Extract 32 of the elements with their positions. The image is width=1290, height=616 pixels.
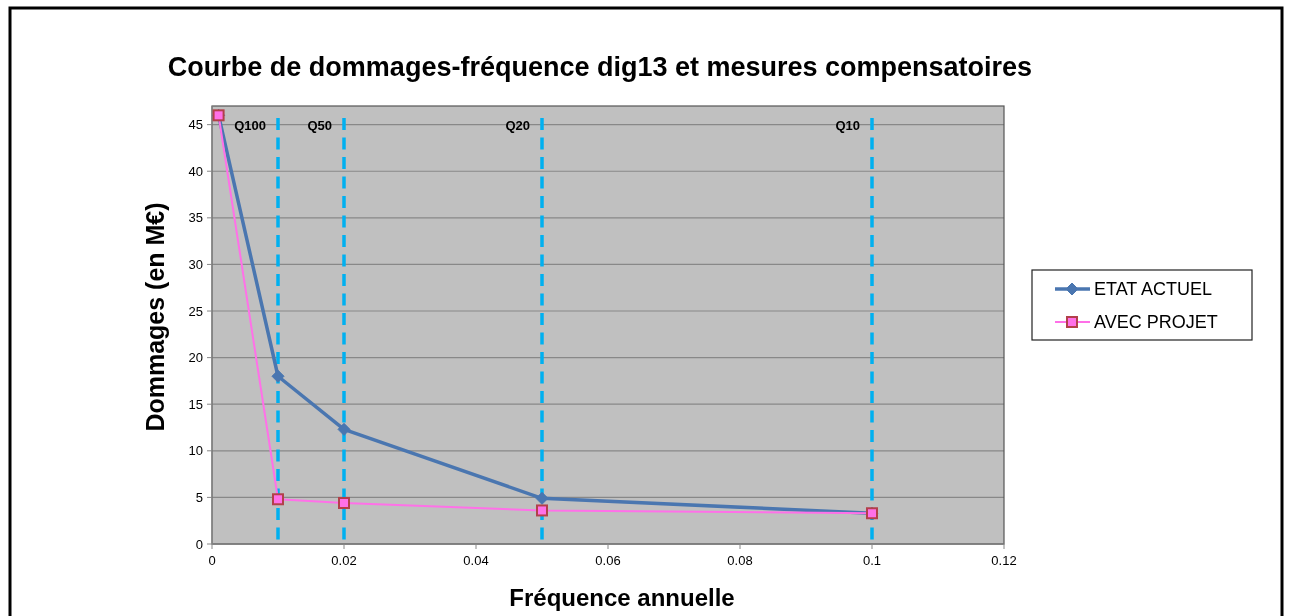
ref-line-label: Q50 bbox=[307, 117, 332, 133]
chart-title: Courbe de dommages-fréquence dig13 et mesures compensatoires bbox=[167, 52, 1033, 82]
y-tick-label: 35 bbox=[188, 210, 203, 226]
y-tick-label: 45 bbox=[188, 117, 203, 133]
x-tick-label: 0.08 bbox=[727, 553, 753, 568]
y-tick-label: 0 bbox=[195, 536, 203, 552]
y-tick-label: 15 bbox=[188, 396, 203, 412]
point bbox=[271, 369, 285, 383]
x-tick-label: 0 bbox=[208, 553, 216, 568]
legend-label: ETAT ACTUEL bbox=[1094, 279, 1213, 300]
y-tick-label: 20 bbox=[188, 350, 203, 366]
point bbox=[338, 497, 350, 509]
point bbox=[337, 422, 351, 436]
x-tick-label: 0.06 bbox=[595, 553, 621, 568]
ref-line-label: Q100 bbox=[234, 117, 266, 133]
ref-line-label: Q20 bbox=[505, 117, 530, 133]
y-tick-label: 30 bbox=[188, 256, 203, 272]
point bbox=[536, 504, 548, 517]
y-tick-label: 5 bbox=[195, 489, 203, 505]
point bbox=[272, 493, 284, 506]
legend-label: AVEC PROJET bbox=[1094, 312, 1218, 333]
x-axis-title: Fréquence annuelle bbox=[509, 584, 735, 611]
x-tick-label: 0.12 bbox=[991, 553, 1017, 568]
y-tick-label: 10 bbox=[188, 443, 203, 459]
x-tick-label: 0.1 bbox=[862, 553, 882, 568]
y-axis-title: Dommages (en M€) bbox=[141, 202, 169, 432]
point bbox=[535, 491, 549, 505]
y-tick-label: 40 bbox=[188, 163, 203, 179]
x-tick-label: 0.04 bbox=[463, 553, 489, 568]
y-tick-label: 25 bbox=[188, 303, 203, 319]
ref-line-label: Q10 bbox=[835, 117, 860, 133]
x-tick-label: 0.02 bbox=[331, 553, 357, 568]
